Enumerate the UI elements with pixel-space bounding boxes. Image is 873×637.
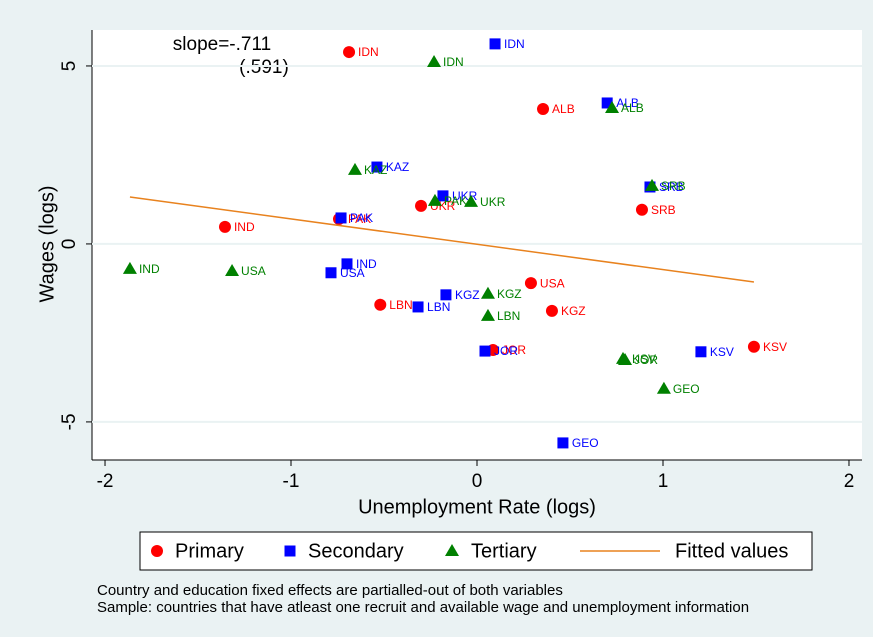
point-label: SRB (659, 180, 684, 194)
point (371, 161, 383, 173)
point (347, 162, 362, 175)
point-label: ALB (616, 96, 639, 110)
point-label: SRB (661, 179, 686, 193)
point (605, 100, 620, 113)
x-tick-label: 2 (844, 471, 855, 492)
legend-label: Fitted values (675, 540, 788, 562)
y-tick-label: -5 (59, 413, 80, 430)
point (412, 301, 424, 313)
point-label: JOR (494, 344, 518, 358)
legend-label: Tertiary (471, 540, 537, 562)
point (695, 346, 707, 358)
point-label: IDN (504, 37, 525, 51)
point-label: KGZ (497, 287, 522, 301)
point (479, 345, 491, 357)
y-axis-title: Wages (logs) (36, 185, 58, 302)
point-label: IDN (443, 55, 464, 69)
point (601, 97, 613, 109)
point-label: KSV (710, 345, 734, 359)
note: Sample: countries that have atleast one … (97, 599, 749, 616)
point (480, 308, 495, 321)
point (325, 267, 337, 279)
point-label: GEO (673, 382, 700, 396)
point (618, 352, 633, 365)
point-label: ALB (621, 101, 644, 115)
legend-swatch (284, 545, 296, 557)
legend-label: Primary (175, 540, 244, 562)
legend-swatch (151, 545, 163, 557)
note: Country and education fixed effects are … (97, 582, 563, 599)
point (656, 381, 671, 394)
x-axis-title: Unemployment Rate (logs) (358, 496, 596, 518)
point (747, 340, 760, 353)
y-tick-label: 0 (59, 239, 80, 250)
legend-label: Secondary (308, 540, 404, 562)
point (335, 212, 347, 224)
point (415, 199, 428, 212)
point (427, 55, 442, 68)
point-label: KGZ (455, 288, 480, 302)
point-label: KGZ (561, 304, 586, 318)
point-label: SRB (651, 203, 676, 217)
point-label: USA (241, 264, 266, 278)
point (524, 277, 537, 290)
point (343, 46, 356, 59)
point (480, 286, 495, 299)
annotation: (.591) (239, 57, 289, 78)
point (437, 190, 449, 202)
legend (139, 531, 813, 571)
point (427, 193, 442, 206)
point (557, 437, 569, 449)
point-label: LBN (497, 309, 520, 323)
point (374, 298, 387, 311)
point (545, 304, 558, 317)
point-label: KSV (763, 340, 787, 354)
point-label: PAK (444, 194, 467, 208)
point-label: IND (234, 220, 255, 234)
point (440, 289, 452, 301)
point (225, 263, 240, 276)
point-label: ALB (552, 102, 575, 116)
point-label: PAK (350, 211, 373, 225)
x-tick-label: -1 (283, 471, 300, 492)
point (218, 220, 231, 233)
annotation: slope=-.711 (173, 34, 271, 55)
y-tick-label: 5 (59, 61, 80, 72)
point-label: UKR (480, 195, 506, 209)
point-label: KAZ (386, 160, 409, 174)
point (489, 38, 501, 50)
point (635, 203, 648, 216)
point-label: JOR (634, 353, 658, 367)
fitted-line (129, 196, 755, 283)
point-label: GEO (572, 436, 599, 450)
x-tick-label: 1 (658, 471, 669, 492)
point-label: LBN (389, 298, 412, 312)
legend-swatch (445, 544, 459, 556)
point (537, 103, 550, 116)
point-label: KAZ (364, 163, 387, 177)
point (464, 194, 479, 207)
point-label: LBN (427, 300, 450, 314)
point-label: USA (340, 266, 365, 280)
point-label: IND (356, 257, 377, 271)
point-label: JOR (502, 343, 526, 357)
point-label: KSV (632, 352, 656, 366)
point-label: IDN (358, 45, 379, 59)
point (122, 261, 137, 274)
x-tick-label: 0 (472, 471, 483, 492)
point-label: PAK (348, 212, 371, 226)
point-label: IND (139, 262, 160, 276)
point (645, 178, 660, 191)
point (341, 258, 353, 270)
x-tick-label: -2 (97, 471, 114, 492)
point-label: USA (540, 276, 565, 290)
